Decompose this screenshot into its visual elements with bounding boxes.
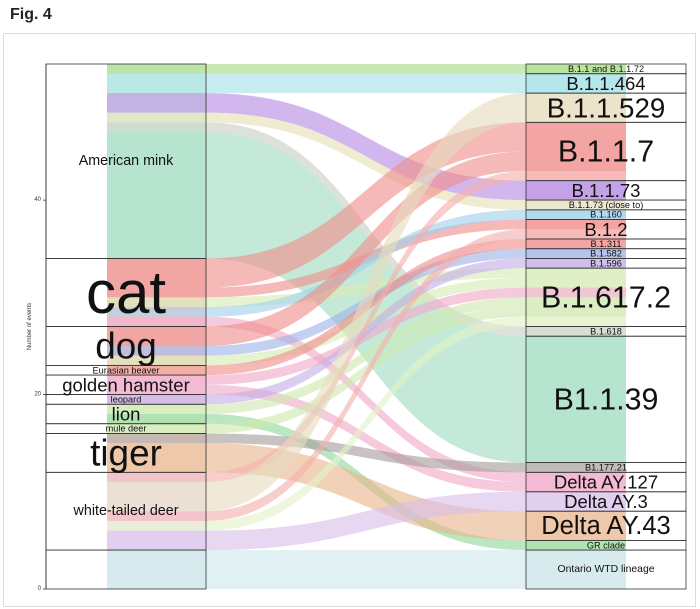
flow-lion-to-b-1-617-2 — [107, 297, 626, 414]
lineage-label-gr-clade: GR clade — [587, 540, 625, 550]
flow-cat-to-delta-ay-127 — [107, 316, 626, 483]
host-label-dog: dog — [95, 325, 157, 366]
lineage-label-b-1-1-464: B.1.1.464 — [566, 73, 645, 94]
host-label-eurasian-beaver: Eurasian beaver — [93, 365, 160, 375]
flow-cat-to-b-1-160 — [107, 209, 626, 317]
lineage-label-b-1-617-2: B.1.617.2 — [541, 280, 671, 314]
flow-american-mink-to-b-1-618 — [107, 122, 626, 337]
flow-tiger-to-b1-177-21 — [107, 433, 626, 473]
lineage-label-b-1-311: B.1.311 — [591, 239, 622, 249]
flows — [107, 64, 626, 589]
lineage-box-ontario-wtd-lineage — [525, 549, 687, 590]
flow-white-tailed-deer-to-delta-ay-3 — [107, 491, 626, 551]
host-label-tiger: tiger — [90, 432, 162, 473]
flow-cat-to-b-1-1-7 — [107, 122, 626, 288]
flow-tiger-to-delta-ay-43 — [107, 443, 626, 541]
host-label-lion: lion — [112, 404, 141, 425]
flow-white-tailed-deer-to-b-1-617-2 — [107, 316, 626, 531]
flow-golden-hamster-to-b-1-617-2 — [107, 287, 626, 385]
flow-american-mink-to-b-1-1-73-close-to — [107, 112, 626, 210]
flow-white-tailed-deer-to-b-1-1-529 — [107, 93, 626, 512]
lineage-label-b-1-160: B.1.160 — [590, 210, 622, 220]
flow-leopard-to-b-1-596 — [107, 258, 626, 405]
flow-american-mink-to-b-1-1-73 — [107, 93, 626, 201]
lineage-label-b-1-1-73-close-to: B.1.1.73 (close to) — [569, 200, 644, 210]
y-tick-label-20: 20 — [34, 392, 41, 398]
host-label-white-tailed-deer: white-tailed deer — [73, 503, 179, 519]
lineage-label-delta-ay-3: Delta AY.3 — [564, 491, 648, 512]
y-tick-label-40: 40 — [34, 197, 41, 203]
lineage-label-b-1-1-and-b-1-1-72: B.1.1 and B.1.1.72 — [568, 64, 644, 74]
lineage-label-b-1-596: B.1.596 — [590, 258, 622, 268]
lineage-label-b-1-2: B.1.2 — [584, 219, 627, 240]
y-tick-label-0: 0 — [38, 586, 42, 592]
flow-unlabeled-to-ontario-wtd-lineage — [107, 550, 626, 589]
flow-white-tailed-deer-to-b-1-1-7 — [107, 170, 626, 483]
lineage-label-b-1-582: B.1.582 — [590, 249, 622, 259]
lineage-label-ontario-wtd-lineage: Ontario WTD lineage — [557, 564, 654, 575]
lineage-label-b-1-1-529: B.1.1.529 — [547, 92, 666, 123]
host-label-leopard: leopard — [111, 394, 142, 404]
host-label-golden-hamster: golden hamster — [62, 374, 190, 395]
lineage-label-b-1-1-7: B.1.1.7 — [558, 135, 654, 169]
host-label-mule-deer: mule deer — [106, 424, 147, 434]
lineage-label-delta-ay-127: Delta AY.127 — [554, 472, 658, 493]
host-label-american-mink: American mink — [79, 153, 174, 169]
flow-dog-to-b-1-1-7 — [107, 151, 626, 346]
flow-white-tailed-deer-to-b-1-2 — [107, 229, 626, 521]
lineage-label-b1-1-39: B1.1.39 — [554, 382, 659, 416]
flow-american-mink-to-b-1-1-464 — [107, 73, 626, 94]
lineage-label-b1-177-21: B1.177.21 — [585, 462, 627, 472]
lineage-label-b-1-1-73: B.1.1.73 — [572, 180, 641, 201]
figure-label: Fig. 4 — [10, 6, 52, 23]
y-axis-title: Number of events — [27, 303, 33, 350]
lineage-label-b-1-618: B.1.618 — [590, 326, 622, 336]
host-label-cat: cat — [86, 259, 166, 326]
lineage-label-delta-ay-43: Delta AY.43 — [541, 512, 671, 540]
flow-american-mink-to-b-1-1-and-b-1-1-72 — [107, 64, 626, 74]
flow-golden-hamster-to-delta-ay-127 — [107, 384, 626, 492]
